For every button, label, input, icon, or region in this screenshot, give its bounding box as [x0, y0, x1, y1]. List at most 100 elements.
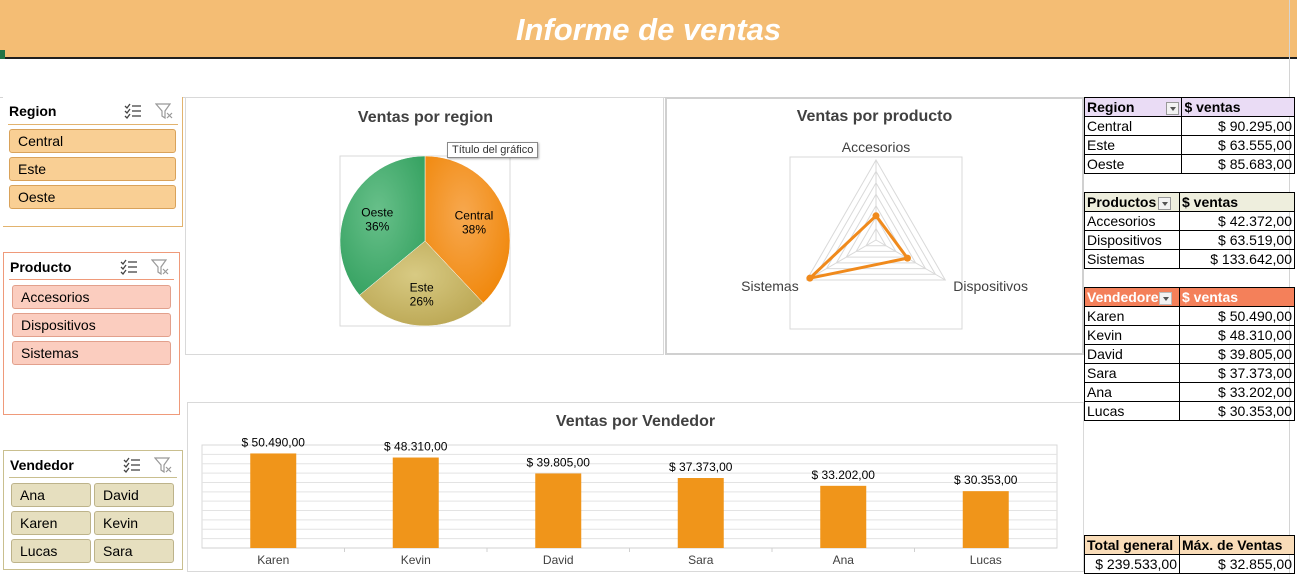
max-ventas-header: Máx. de Ventas [1179, 535, 1295, 555]
table-row[interactable]: $ 239.533,00 $ 32.855,00 [1084, 554, 1295, 574]
region-slicer: Region Central Este Oeste [3, 97, 183, 227]
slicer-item-central[interactable]: Central [9, 129, 176, 153]
bar-sara[interactable] [677, 478, 724, 548]
slicer-item-david[interactable]: David [94, 483, 174, 507]
pie-slice-este[interactable] [359, 240, 484, 327]
row-label: Karen [1084, 306, 1180, 326]
header-label: Productos [1087, 194, 1157, 210]
row-label: Sara [1084, 363, 1180, 383]
bar-kevin[interactable] [392, 457, 439, 548]
row-value: $ 30.353,00 [1179, 401, 1295, 421]
multi-select-icon[interactable] [124, 103, 142, 119]
slicer-item-ana[interactable]: Ana [11, 483, 91, 507]
table-row[interactable]: Lucas $ 30.353,00 [1084, 401, 1295, 421]
table-row[interactable]: Sistemas $ 133.642,00 [1084, 249, 1295, 269]
pivot-vendedores: Vendedore $ ventas Karen $ 50.490,00 Kevi… [1084, 287, 1295, 421]
plot-area-border [789, 156, 963, 330]
clear-filter-icon[interactable] [155, 103, 173, 119]
pie-percent-label: 38% [462, 223, 486, 237]
table-row[interactable]: Kevin $ 48.310,00 [1084, 325, 1295, 345]
row-label: Oeste [1083, 154, 1183, 174]
filter-dropdown-icon[interactable] [1166, 101, 1180, 115]
bar-karen[interactable] [250, 453, 297, 548]
pie-category-label: Este [410, 281, 434, 295]
radar-point[interactable] [903, 254, 911, 262]
table-row[interactable]: Karen $ 50.490,00 [1084, 306, 1295, 326]
slicer-item-karen[interactable]: Karen [11, 511, 91, 535]
table-row[interactable]: Oeste $ 85.683,00 [1083, 154, 1295, 174]
plot-area-border [201, 444, 1058, 549]
row-value: $ 48.310,00 [1179, 325, 1295, 345]
pivot-header: $ ventas [1179, 287, 1295, 307]
multi-select-icon[interactable] [123, 457, 141, 473]
row-label: Kevin [1084, 325, 1180, 345]
vendedor-slicer-header: Vendedor [10, 457, 74, 473]
radar-chart-ventas-producto[interactable]: Ventas por producto Accesorios Dispositiv… [665, 97, 1084, 355]
slicer-item-este[interactable]: Este [9, 157, 176, 181]
region-slicer-header: Region [9, 103, 57, 119]
x-tick-label: Lucas [970, 553, 1002, 567]
row-value: $ 133.642,00 [1179, 249, 1295, 269]
radar-category-label: Accesorios [842, 139, 910, 155]
pie-percent-label: 26% [410, 295, 434, 309]
radar-category-label: Dispositivos [953, 278, 1028, 294]
row-label: David [1084, 344, 1180, 364]
pivot-header[interactable]: Region [1083, 97, 1183, 117]
pie-category-label: Oeste [361, 206, 393, 220]
table-row[interactable]: Sara $ 37.373,00 [1084, 363, 1295, 383]
totals-table: Total general Máx. de Ventas $ 239.533,0… [1084, 535, 1295, 574]
radar-point[interactable] [872, 212, 880, 220]
radar-gridline [865, 227, 887, 247]
pie-slice-central[interactable] [424, 155, 511, 304]
table-row[interactable]: Este $ 63.555,00 [1083, 135, 1295, 155]
slicer-item-sistemas[interactable]: Sistemas [12, 341, 171, 365]
report-title: Informe de ventas [515, 12, 782, 47]
pivot-header[interactable]: Productos [1084, 192, 1180, 212]
pie-chart-ventas-region[interactable]: Ventas por region Central 38% Este 26% Oeste… [185, 97, 664, 355]
clear-filter-icon[interactable] [154, 457, 172, 473]
slicer-item-lucas[interactable]: Lucas [11, 539, 91, 563]
bar-lucas[interactable] [962, 491, 1009, 548]
row-label: Este [1083, 135, 1183, 155]
row-label: Central [1083, 116, 1183, 136]
vendedor-slicer: Vendedor Ana David Karen Kevin Lucas Sar… [3, 450, 183, 570]
slicer-separator [8, 124, 178, 125]
radar-point[interactable] [806, 274, 814, 282]
slicer-item-dispositivos[interactable]: Dispositivos [12, 313, 171, 337]
table-row[interactable]: Central $ 90.295,00 [1083, 116, 1295, 136]
pie-slice-oeste[interactable] [339, 155, 426, 296]
header-label: Vendedore [1087, 289, 1159, 305]
slicer-item-kevin[interactable]: Kevin [94, 511, 174, 535]
bar-data-label: $ 50.490,00 [242, 435, 306, 449]
slicer-item-sara[interactable]: Sara [94, 539, 174, 563]
filter-dropdown-icon[interactable] [1158, 196, 1172, 210]
row-label: Accesorios [1084, 211, 1180, 231]
radar-series-line[interactable] [808, 214, 909, 280]
filter-dropdown-icon[interactable] [1158, 291, 1172, 305]
radar-gridline [825, 181, 927, 270]
x-tick-label: Karen [257, 553, 289, 567]
table-row[interactable]: Dispositivos $ 63.519,00 [1084, 230, 1295, 250]
report-banner: Informe de ventas [0, 0, 1297, 59]
total-general-header: Total general [1084, 535, 1180, 555]
chart-title: Ventas por producto [796, 108, 953, 125]
slicer-item-oeste[interactable]: Oeste [9, 185, 176, 209]
bar-david[interactable] [535, 473, 582, 548]
bar-ana[interactable] [820, 485, 867, 548]
x-tick-label: Ana [833, 553, 855, 567]
table-row[interactable]: Accesorios $ 42.372,00 [1084, 211, 1295, 231]
max-ventas-value: $ 32.855,00 [1179, 554, 1295, 574]
cell-cursor-marker [0, 50, 5, 59]
row-label: Ana [1084, 382, 1180, 402]
clear-filter-icon[interactable] [151, 259, 169, 275]
table-row[interactable]: Ana $ 33.202,00 [1084, 382, 1295, 402]
radar-axis [806, 239, 877, 281]
multi-select-icon[interactable] [120, 259, 138, 275]
table-row[interactable]: David $ 39.805,00 [1084, 344, 1295, 364]
bar-data-label: $ 39.805,00 [527, 455, 591, 469]
row-value: $ 33.202,00 [1179, 382, 1295, 402]
slicer-item-accesorios[interactable]: Accesorios [12, 285, 171, 309]
pivot-header[interactable]: Vendedore [1084, 287, 1180, 307]
bar-chart-ventas-vendedor[interactable]: Ventas por Vendedor $ 50.490,00 Karen $ 48… [187, 402, 1084, 572]
